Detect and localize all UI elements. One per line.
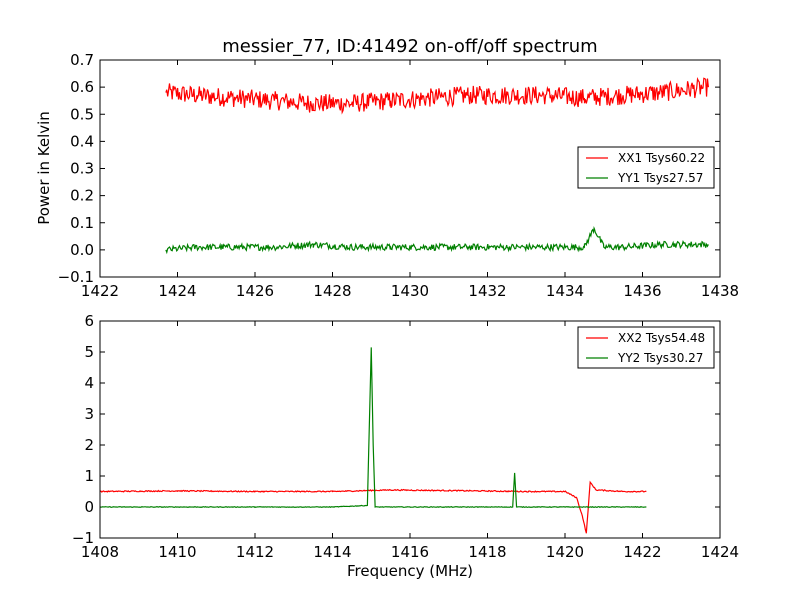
x-tick-label: 1428	[313, 282, 351, 300]
x-tick-label: 1410	[158, 543, 196, 561]
series-line	[165, 77, 709, 115]
x-tick-label: 1420	[546, 543, 584, 561]
x-tick-label: 1414	[313, 543, 351, 561]
x-tick-label: 1422	[623, 543, 661, 561]
top-panel-legend: XX1 Tsys60.22 YY1 Tsys27.57	[577, 146, 715, 189]
x-tick-label: 1416	[391, 543, 429, 561]
x-tick-label: 1418	[468, 543, 506, 561]
top-panel-plot-area	[165, 77, 709, 255]
y-tick-label: −1	[72, 529, 94, 547]
series-line	[99, 347, 647, 509]
x-tick-label: 1436	[623, 282, 661, 300]
x-axis-label: Frequency (MHz)	[347, 562, 473, 580]
y-tick-label: 0.4	[70, 132, 94, 150]
x-tick-label: 1424	[701, 543, 739, 561]
bottom-panel-ticks: 1408 1410 1412 1414 1416 1418 1420 1422 1424 −1 0 1…	[72, 312, 739, 561]
bottom-spectrum-panel: Frequency (MHz) 1408 1410 1412 1414 1416 1418…	[72, 312, 739, 580]
legend-label: XX2 Tsys54.48	[618, 331, 705, 345]
top-spectrum-panel: messier_77, ID:41492 on-off/off spectrum…	[35, 36, 739, 300]
x-tick-label: 1408	[81, 543, 119, 561]
y-tick-label: 5	[84, 343, 94, 361]
legend-box	[577, 146, 715, 189]
bottom-panel-plot-area	[99, 347, 647, 534]
series-line	[165, 225, 709, 255]
bottom-panel-frame	[99, 320, 721, 539]
top-panel-frame	[99, 59, 721, 278]
y-tick-label: 0.2	[70, 187, 94, 205]
y-tick-label: 0.1	[70, 214, 94, 232]
y-tick-label: 0.5	[70, 105, 94, 123]
y-tick-label: −0.1	[58, 268, 94, 286]
legend-label: YY1 Tsys27.57	[617, 171, 703, 185]
legend-label: XX1 Tsys60.22	[618, 151, 705, 165]
y-tick-label: 2	[84, 436, 94, 454]
x-tick-label: 1434	[546, 282, 584, 300]
y-tick-label: 6	[84, 312, 94, 330]
y-tick-label: 0.3	[70, 160, 94, 178]
x-tick-label: 1430	[391, 282, 429, 300]
chart-title: messier_77, ID:41492 on-off/off spectrum	[222, 36, 597, 57]
x-tick-label: 1422	[81, 282, 119, 300]
series-line	[99, 480, 647, 534]
top-panel-ticks: 1422 1424 1426 1428 1430 1432 1434 1436 1438 −0.1…	[58, 51, 740, 300]
x-tick-label: 1424	[158, 282, 196, 300]
x-tick-label: 1426	[236, 282, 274, 300]
x-tick-label: 1432	[468, 282, 506, 300]
legend-box	[577, 326, 715, 369]
y-tick-label: 0.6	[70, 78, 94, 96]
x-tick-label: 1412	[236, 543, 274, 561]
y-tick-label: 1	[84, 467, 94, 485]
y-tick-label: 0.7	[70, 51, 94, 69]
y-tick-label: 3	[84, 405, 94, 423]
y-axis-label: Power in Kelvin	[35, 111, 53, 225]
y-tick-label: 0.0	[70, 241, 94, 259]
y-tick-label: 4	[84, 374, 94, 392]
legend-label: YY2 Tsys30.27	[617, 351, 703, 365]
y-tick-label: 0	[84, 498, 94, 516]
x-tick-label: 1438	[701, 282, 739, 300]
bottom-panel-legend: XX2 Tsys54.48 YY2 Tsys30.27	[577, 326, 715, 369]
